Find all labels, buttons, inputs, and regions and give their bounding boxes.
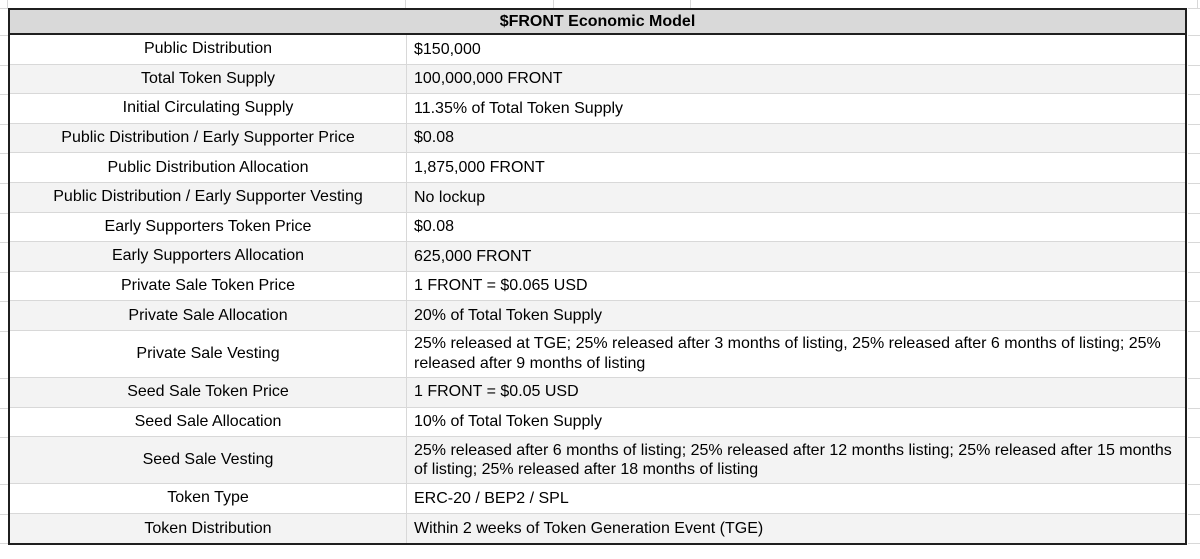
- row-label: Private Sale Allocation: [128, 306, 288, 324]
- row-value: ERC-20 / BEP2 / SPL: [406, 484, 1185, 513]
- row-label: Private Sale Vesting: [136, 344, 280, 362]
- row-label: Token Distribution: [144, 519, 272, 537]
- gridline-vertical: [553, 0, 554, 9]
- table-row: Seed Sale Allocation 10% of Total Token S…: [10, 407, 1185, 438]
- gridline-horizontal: [1188, 407, 1200, 409]
- row-label: Public Distribution / Early Supporter Pr…: [61, 129, 355, 147]
- table-row: Token Type ERC-20 / BEP2 / SPL: [10, 484, 1185, 514]
- table-row: Seed Sale Token Price 1 FRONT = $0.05 USD: [10, 377, 1185, 408]
- gridline-horizontal: [0, 8, 9, 9]
- gridline-horizontal: [1188, 183, 1200, 184]
- gridline-horizontal: [1188, 212, 1200, 214]
- gridline-horizontal: [0, 212, 9, 214]
- table-row: Early Supporters Token Price $0.08: [10, 212, 1185, 243]
- table-row: Public Distribution $150,000: [10, 35, 1185, 65]
- gridline-horizontal: [1188, 8, 1200, 9]
- row-label: Private Sale Token Price: [120, 277, 295, 295]
- table-rows: Public Distribution $150,000 Total Token S…: [10, 35, 1185, 544]
- table-row: Private Sale Vesting 25% released at TGE;…: [10, 330, 1185, 378]
- table-row: Private Sale Token Price 1 FRONT = $0.065…: [10, 271, 1185, 302]
- gridline-vertical: [7, 0, 8, 9]
- row-label: Initial Circulating Supply: [122, 99, 294, 117]
- gridline-horizontal: [0, 543, 9, 545]
- gridline-horizontal: [0, 407, 9, 409]
- row-label: Early Supporters Token Price: [104, 217, 312, 235]
- gridline-horizontal: [0, 183, 9, 184]
- gridline-horizontal: [1188, 437, 1200, 439]
- row-value: $0.08: [406, 212, 1185, 242]
- row-value: 1 FRONT = $0.065 USD: [406, 271, 1185, 301]
- gridline-horizontal: [0, 378, 9, 379]
- table-row: Early Supporters Allocation 625,000 FRONT: [10, 242, 1185, 272]
- gridline-horizontal: [0, 301, 9, 303]
- row-value: 25% released after 6 months of listing; …: [406, 437, 1185, 484]
- table-row: Public Distribution Allocation 1,875,000 …: [10, 153, 1185, 183]
- gridline-vertical: [405, 0, 406, 9]
- gridline-horizontal: [1188, 331, 1200, 332]
- table-row: Initial Circulating Supply 11.35% of Tota…: [10, 94, 1185, 124]
- row-value: 20% of Total Token Supply: [406, 301, 1185, 330]
- table-row: Public Distribution / Early Supporter Ve…: [10, 182, 1185, 213]
- row-value: 25% released at TGE; 25% released after …: [406, 330, 1185, 377]
- gridline-horizontal: [1188, 301, 1200, 303]
- row-value: 1 FRONT = $0.05 USD: [406, 377, 1185, 407]
- table-row: Token Distribution Within 2 weeks of Toke…: [10, 513, 1185, 544]
- gridline-horizontal: [1188, 271, 1200, 273]
- gridline-horizontal: [1188, 94, 1200, 96]
- row-label: Seed Sale Allocation: [134, 412, 282, 430]
- gridline-horizontal: [0, 513, 9, 515]
- row-value: $150,000: [406, 35, 1185, 64]
- row-value: $0.08: [406, 123, 1185, 153]
- row-value: No lockup: [406, 182, 1185, 212]
- row-value: 11.35% of Total Token Supply: [406, 94, 1185, 123]
- gridline-horizontal: [0, 242, 9, 244]
- gridline-horizontal: [0, 123, 9, 125]
- gridline-horizontal: [1188, 242, 1200, 244]
- table-title: $FRONT Economic Model: [10, 10, 1185, 35]
- row-label: Public Distribution Allocation: [107, 158, 309, 176]
- row-label: Early Supporters Allocation: [111, 247, 305, 265]
- gridline-horizontal: [1188, 513, 1200, 515]
- row-value: 1,875,000 FRONT: [406, 153, 1185, 182]
- gridline-horizontal: [0, 94, 9, 96]
- gridline-vertical: [690, 0, 691, 9]
- row-label: Public Distribution: [143, 40, 273, 58]
- gridline-horizontal: [0, 271, 9, 273]
- gridline-horizontal: [1188, 123, 1200, 125]
- table-row: Seed Sale Vesting 25% released after 6 mo…: [10, 437, 1185, 485]
- table-row: Public Distribution / Early Supporter Pr…: [10, 123, 1185, 154]
- row-label: Total Token Supply: [140, 69, 275, 87]
- economic-model-table: $FRONT Economic Model Public Distributio…: [8, 8, 1187, 546]
- row-label: Token Type: [167, 489, 249, 507]
- row-label: Seed Sale Token Price: [127, 383, 289, 401]
- row-value: 10% of Total Token Supply: [406, 407, 1185, 437]
- row-label: Public Distribution / Early Supporter Ve…: [53, 188, 363, 206]
- gridline-horizontal: [0, 64, 9, 66]
- gridline-horizontal: [0, 153, 9, 155]
- row-value: 100,000,000 FRONT: [406, 64, 1185, 94]
- gridline-vertical: [1197, 0, 1198, 9]
- table-row: Private Sale Allocation 20% of Total Toke…: [10, 301, 1185, 331]
- row-value: Within 2 weeks of Token Generation Event…: [406, 513, 1185, 544]
- gridline-horizontal: [1188, 484, 1200, 486]
- gridline-horizontal: [1188, 64, 1200, 66]
- gridline-horizontal: [0, 437, 9, 439]
- gridline-horizontal: [0, 331, 9, 332]
- table-row: Total Token Supply 100,000,000 FRONT: [10, 64, 1185, 95]
- gridline-horizontal: [0, 35, 9, 36]
- row-value: 625,000 FRONT: [406, 242, 1185, 271]
- gridline-horizontal: [1188, 378, 1200, 379]
- gridline-horizontal: [1188, 153, 1200, 155]
- row-label: Seed Sale Vesting: [142, 451, 274, 469]
- gridline-horizontal: [1188, 35, 1200, 36]
- gridline-horizontal: [1188, 543, 1200, 545]
- gridline-horizontal: [0, 484, 9, 486]
